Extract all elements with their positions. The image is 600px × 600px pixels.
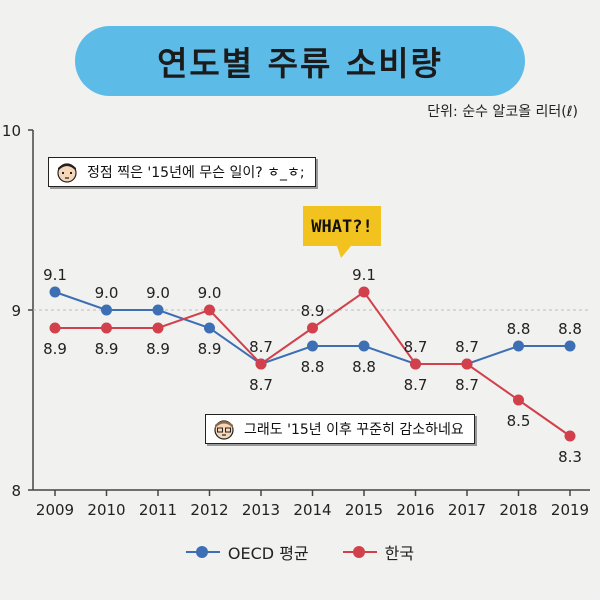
title-banner: 연도별 주류 소비량 [75,26,525,96]
data-point-korea [513,394,524,406]
x-tick-label: 2012 [190,501,228,519]
data-label-oecd: 8.8 [558,320,582,338]
x-tick-label: 2009 [36,501,74,519]
x-tick-label: 2015 [345,501,383,519]
x-tick-label: 2011 [139,501,177,519]
face-icon [214,420,234,440]
callout-decline-text: 그래도 '15년 이후 꾸준히 감소하네요 [244,422,464,438]
data-point-oecd [49,286,61,298]
data-point-korea [101,322,112,334]
x-tick-label: 2010 [87,501,125,519]
data-label-oecd: 8.7 [404,376,428,394]
x-tick-label: 2014 [293,501,331,519]
chart-title: 연도별 주류 소비량 [157,44,443,83]
legend-item-korea: 한국 [342,540,415,564]
data-point-korea [564,430,576,442]
face-icon [57,163,77,183]
data-label-oecd: 8.7 [249,376,273,394]
data-label-korea: 9.0 [198,284,222,302]
data-label-korea: 8.9 [43,340,67,358]
data-label-korea: 8.7 [249,338,273,356]
data-label-korea: 8.9 [95,340,119,358]
data-label-korea: 9.1 [352,266,376,284]
data-point-korea [358,286,370,298]
callout-decline: 그래도 '15년 이후 꾸준히 감소하네요 [205,414,475,444]
y-tick-label: 8 [11,482,21,500]
legend: OECD 평균 한국 [0,540,600,564]
x-tick-label: 2019 [551,501,589,519]
data-label-korea: 8.5 [507,412,531,430]
data-label-oecd: 8.9 [198,340,222,358]
data-point-korea [152,322,164,334]
data-point-oecd [513,340,524,352]
y-tick-label: 10 [2,122,21,140]
data-label-oecd: 8.8 [507,320,531,338]
x-tick-label: 2013 [242,501,280,519]
legend-label-korea: 한국 [384,544,415,563]
data-label-oecd: 8.7 [455,338,479,356]
data-point-korea [49,322,61,334]
data-label-oecd: 9.0 [146,284,170,302]
x-tick-label: 2016 [396,501,434,519]
data-point-oecd [358,340,370,352]
data-label-korea: 8.7 [455,376,479,394]
data-point-korea [461,358,473,370]
data-point-oecd [204,322,215,334]
data-label-oecd: 9.1 [43,266,67,284]
data-point-korea [204,304,215,316]
legend-item-oecd: OECD 평균 [185,540,309,564]
legend-swatch-korea [342,545,377,559]
legend-label-oecd: OECD 평균 [227,544,309,563]
data-label-korea: 8.9 [146,340,170,358]
data-label-korea: 8.3 [558,448,582,466]
data-label-korea: 8.9 [301,302,325,320]
unit-label: 단위: 순수 알코올 리터(ℓ) [427,104,578,120]
x-tick-label: 2017 [448,501,486,519]
y-tick-label: 9 [11,302,21,320]
what-sticker [303,206,381,258]
callout-peak: 정점 찍은 '15년에 무슨 일이? ㅎ_ㅎ; [48,157,316,187]
data-point-oecd [101,304,112,316]
x-tick-label: 2018 [499,501,537,519]
data-point-korea [410,358,421,370]
callout-peak-text: 정점 찍은 '15년에 무슨 일이? ㅎ_ㅎ; [87,165,305,181]
what-sticker-text: WHAT?! [311,217,372,237]
data-point-oecd [152,304,164,316]
data-label-korea: 8.7 [404,338,428,356]
data-label-oecd: 8.8 [352,358,376,376]
data-label-oecd: 8.8 [301,358,325,376]
legend-swatch-oecd [185,545,220,559]
data-point-korea [255,358,267,370]
data-point-oecd [307,340,318,352]
data-point-korea [307,322,318,334]
data-point-oecd [564,340,576,352]
data-label-oecd: 9.0 [95,284,119,302]
